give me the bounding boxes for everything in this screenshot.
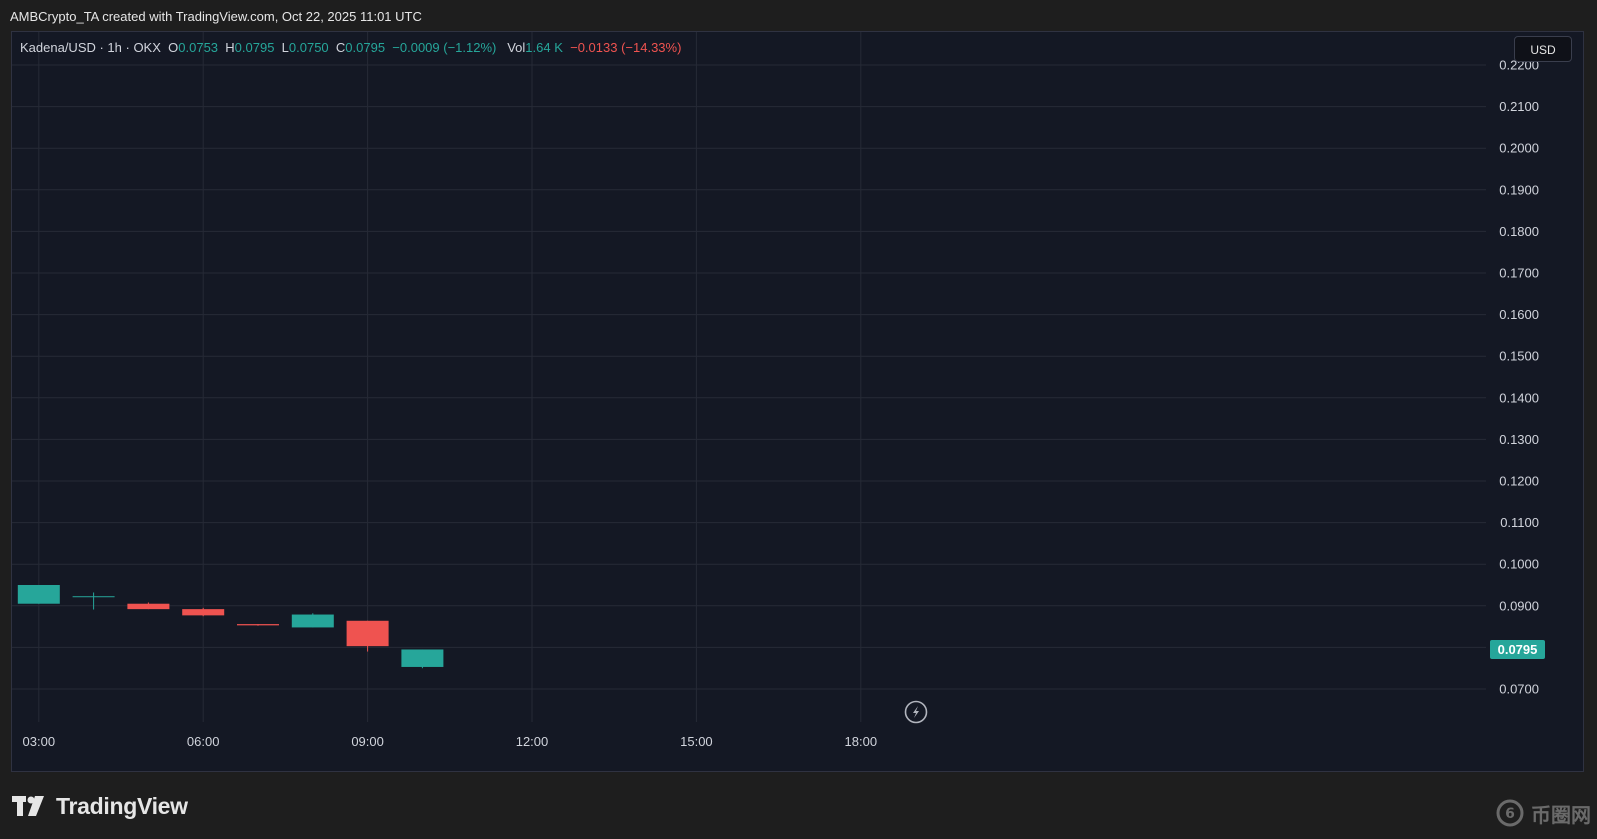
time-tick-label: 12:00	[516, 734, 549, 749]
price-tick-label: 0.1100	[1500, 515, 1539, 530]
lightning-icon[interactable]	[904, 700, 928, 724]
candle-body	[237, 624, 279, 626]
legend-high-label: H	[225, 40, 235, 55]
legend-low-label: L	[281, 40, 289, 55]
candle	[182, 607, 225, 617]
watermark-logo-icon: 6	[1496, 799, 1524, 827]
price-tick-label: 0.1000	[1499, 557, 1539, 572]
price-tick-label: 0.0700	[1499, 682, 1539, 697]
time-tick-label: 18:00	[845, 734, 878, 749]
candle-body	[72, 596, 115, 598]
price-tick-label: 0.1800	[1499, 224, 1539, 239]
time-tick-label: 15:00	[680, 734, 713, 749]
legend-open-value: 0.0753	[178, 40, 219, 55]
time-tick-label: 09:00	[351, 734, 384, 749]
legend-close-label: C	[335, 40, 346, 55]
last-price-tag-box	[1490, 639, 1545, 659]
price-tick-label: 0.2000	[1499, 141, 1539, 156]
price-tick-label: 0.0900	[1499, 598, 1539, 613]
candle	[237, 624, 279, 626]
candlestick-chart[interactable]: 0.07000.08000.09000.10000.11000.12000.13…	[12, 32, 1583, 771]
candle	[127, 602, 170, 610]
price-tick-label: 0.1400	[1499, 390, 1539, 405]
candles	[17, 585, 444, 669]
currency-button[interactable]: USD	[1514, 36, 1572, 62]
watermark: 6 币圈网	[1495, 798, 1591, 828]
time-tick-label: 03:00	[23, 734, 56, 749]
legend-volume-value: 1.64 K	[525, 40, 563, 55]
candle-body	[401, 649, 444, 667]
candle	[346, 620, 389, 652]
price-tick-label: 0.1200	[1499, 474, 1539, 489]
price-tick-label: 0.2100	[1499, 99, 1539, 114]
attribution-bar: AMBCrypto_TA created with TradingView.co…	[0, 0, 1597, 32]
tradingview-logo-icon	[12, 796, 44, 816]
legend-close-value: 0.0795	[345, 40, 386, 55]
candle	[291, 613, 334, 628]
time-tick-label: 06:00	[187, 734, 220, 749]
candle	[401, 649, 444, 669]
last-price-tag-label: 0.0795	[1498, 642, 1538, 657]
legend-open-label: O	[168, 40, 179, 55]
candle	[72, 592, 115, 610]
price-tick-label: 0.1600	[1499, 307, 1539, 322]
legend-volume-change: −0.0133 (−14.33%)	[570, 40, 682, 55]
attribution-text: AMBCrypto_TA created with TradingView.co…	[10, 9, 422, 24]
candle-body	[346, 620, 389, 647]
candle-body	[127, 603, 170, 610]
legend-volume-label: Vol	[507, 40, 526, 55]
price-tick-label: 0.1900	[1499, 182, 1539, 197]
grid-lines	[12, 32, 1486, 722]
price-axis[interactable]: 0.07000.08000.09000.10000.11000.12000.13…	[1499, 58, 1539, 697]
tradingview-logo[interactable]: TradingView	[12, 791, 188, 821]
ohlc-legend: Kadena/USD · 1h · OKX O0.0753 H0.0795 L0…	[20, 40, 681, 55]
legend-low-value: 0.0750	[288, 40, 329, 55]
legend-high-value: 0.0795	[234, 40, 275, 55]
legend-change: −0.0009 (−1.12%)	[392, 40, 497, 55]
svg-text:6: 6	[1505, 806, 1515, 822]
legend-symbol[interactable]: Kadena/USD · 1h · OKX	[20, 40, 161, 55]
last-price-tag: 0.0795	[1490, 639, 1545, 659]
candle	[17, 585, 60, 604]
candle-body	[182, 609, 225, 616]
price-tick-label: 0.1700	[1499, 266, 1539, 281]
chart-panel[interactable]: 0.07000.08000.09000.10000.11000.12000.13…	[11, 31, 1584, 772]
watermark-text: 币圈网	[1531, 804, 1591, 827]
tradingview-logo-text: TradingView	[56, 792, 188, 819]
price-tick-label: 0.1500	[1499, 349, 1539, 364]
candle-body	[291, 614, 334, 628]
price-tick-label: 0.1300	[1499, 432, 1539, 447]
candle-body	[17, 585, 60, 604]
